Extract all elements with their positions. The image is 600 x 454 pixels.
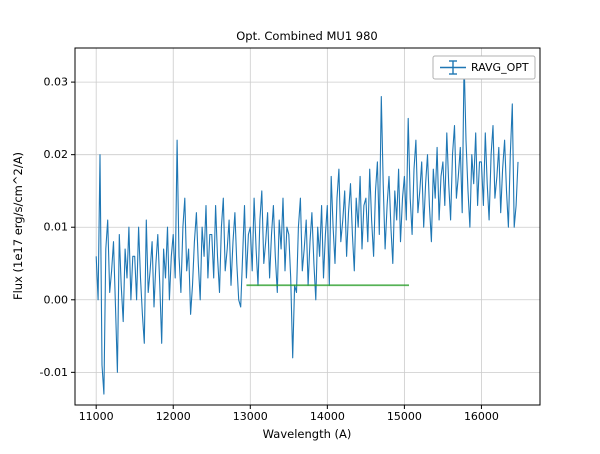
spectrum-line <box>95 59 519 395</box>
y-tick-label: 0.00 <box>44 293 69 306</box>
data-layer <box>95 59 519 395</box>
plot-title: Opt. Combined MU1 980 <box>236 29 378 43</box>
y-tick-label: 0.03 <box>44 76 69 89</box>
y-axis-label: Flux (1e17 erg/s/cm^2/A) <box>11 152 25 300</box>
legend-box <box>432 55 536 80</box>
legend-label: RAVG_OPT <box>471 61 529 74</box>
tick-layer: 11000 12000 13000 14000 15000 16000 -0.01 0.00 0… <box>40 76 499 423</box>
y-tick-label: -0.01 <box>40 366 68 379</box>
errorbar-marker-icon <box>440 60 466 75</box>
x-tick-label: 15000 <box>387 410 422 423</box>
legend: RAVG_OPT <box>432 55 536 80</box>
axis-frame <box>74 47 541 406</box>
x-tick-label: 11000 <box>79 410 114 423</box>
x-tick-label: 14000 <box>310 410 345 423</box>
x-tick-label: 13000 <box>233 410 268 423</box>
x-axis-label: Wavelength (A) <box>263 427 352 441</box>
y-tick-label: 0.01 <box>44 221 69 234</box>
y-tick-label: 0.02 <box>44 148 69 161</box>
x-tick-label: 12000 <box>156 410 191 423</box>
x-tick-label: 16000 <box>464 410 499 423</box>
